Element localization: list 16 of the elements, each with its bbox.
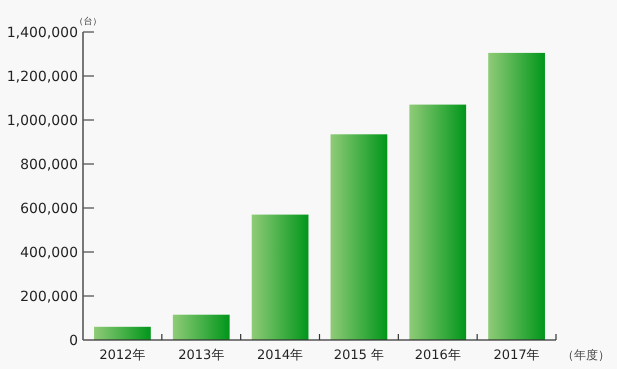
y-axis-title: （台） xyxy=(74,16,102,27)
y-tick-label: 600,000 xyxy=(20,201,78,217)
x-tick-label: 2015 年 xyxy=(334,348,384,363)
x-tick-label: 2016年 xyxy=(414,348,461,363)
x-tick-label: 2017年 xyxy=(494,348,540,363)
y-tick-label: 400,000 xyxy=(20,245,78,261)
y-tick-label: 800,000 xyxy=(20,157,78,173)
y-tick-label: 200,000 xyxy=(20,289,78,305)
y-tick-label: 1,000,000 xyxy=(6,113,78,129)
y-tick-label: 0 xyxy=(69,333,78,349)
x-tick-label: 2014年 xyxy=(257,348,304,363)
x-tick-label: 2012年 xyxy=(99,348,146,363)
x-axis-title: （年度） xyxy=(562,348,610,362)
x-tick-label: 2013年 xyxy=(178,348,224,363)
y-tick-label: 1,400,000 xyxy=(6,25,78,41)
y-tick-label: 1,200,000 xyxy=(6,69,78,85)
